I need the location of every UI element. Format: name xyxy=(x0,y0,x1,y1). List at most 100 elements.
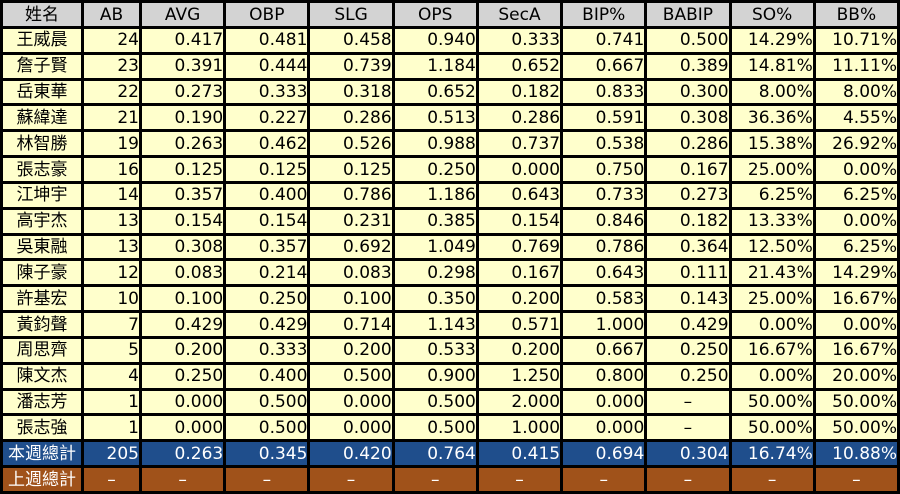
cell-ops: 0.385 xyxy=(394,209,476,233)
cell-babip: – xyxy=(647,468,729,491)
cell-avg: 0.154 xyxy=(142,209,224,233)
cell-slg: – xyxy=(310,468,392,491)
header-obp: OBP xyxy=(226,3,308,26)
table-row: 林智勝 19 0.263 0.462 0.526 0.988 0.737 0.538 0.286… xyxy=(3,132,897,156)
cell-babip: 0.167 xyxy=(647,158,729,181)
table-row: 高宇杰 13 0.154 0.154 0.231 0.385 0.154 0.846 0.182… xyxy=(3,209,897,233)
cell-avg: 0.000 xyxy=(142,390,224,414)
cell-ab: 14 xyxy=(84,183,139,207)
cell-seca: 0.769 xyxy=(478,235,561,259)
cell-bip-pct: – xyxy=(563,468,645,491)
cell-obp: 0.481 xyxy=(226,29,308,52)
cell-name: 上週總計 xyxy=(3,468,81,491)
cell-ops: 1.186 xyxy=(394,183,476,207)
table-row: 王威晨 24 0.417 0.481 0.458 0.940 0.333 0.741 0.500… xyxy=(3,29,897,52)
cell-slg: 0.125 xyxy=(310,158,392,181)
cell-obp: 0.400 xyxy=(226,364,308,388)
cell-slg: 0.000 xyxy=(310,416,392,440)
cell-bip-pct: 0.000 xyxy=(563,390,645,414)
cell-bip-pct: 0.643 xyxy=(563,261,645,285)
cell-slg: 0.083 xyxy=(310,261,392,285)
cell-babip: – xyxy=(647,390,729,414)
cell-seca: – xyxy=(478,468,561,491)
cell-ops: 0.513 xyxy=(394,106,476,130)
cell-obp: – xyxy=(226,468,308,491)
cell-avg: 0.308 xyxy=(142,235,224,259)
cell-ops: 0.652 xyxy=(394,80,476,104)
cell-bip-pct: 0.591 xyxy=(563,106,645,130)
cell-ops: – xyxy=(394,468,476,491)
cell-slg: 0.786 xyxy=(310,183,392,207)
cell-bip-pct: 0.733 xyxy=(563,183,645,207)
cell-obp: 0.333 xyxy=(226,338,308,362)
cell-babip: 0.111 xyxy=(647,261,729,285)
cell-so-pct: 12.50% xyxy=(731,235,813,259)
header-row: 姓名 AB AVG OBP SLG OPS SecA BIP% BABIP SO… xyxy=(3,3,897,26)
cell-bip-pct: 1.000 xyxy=(563,313,645,336)
table-row: 潘志芳 1 0.000 0.500 0.000 0.500 2.000 0.000–50.00… xyxy=(3,390,897,414)
cell-so-pct: 14.81% xyxy=(731,54,813,78)
header-name: 姓名 xyxy=(3,3,81,26)
cell-babip: 0.143 xyxy=(647,287,729,311)
table-row: 陳子豪 12 0.083 0.214 0.083 0.298 0.167 0.643 0.111… xyxy=(3,261,897,285)
cell-ops: 0.500 xyxy=(394,416,476,440)
cell-babip: 0.304 xyxy=(647,442,729,466)
cell-obp: 0.227 xyxy=(226,106,308,130)
cell-bb-pct: 20.00% xyxy=(815,364,897,388)
cell-slg: 0.739 xyxy=(310,54,392,78)
cell-ab: 23 xyxy=(84,54,139,78)
cell-obp: 0.429 xyxy=(226,313,308,336)
table-row: 蘇緯達 21 0.190 0.227 0.286 0.513 0.286 0.591 0.308… xyxy=(3,106,897,130)
cell-ops: 0.250 xyxy=(394,158,476,181)
cell-ops: 1.049 xyxy=(394,235,476,259)
cell-so-pct: 16.74% xyxy=(731,442,813,466)
cell-bb-pct: 4.55% xyxy=(815,106,897,130)
cell-name: 周思齊 xyxy=(3,338,81,362)
header-bb-pct: BB% xyxy=(815,3,897,26)
cell-avg: 0.357 xyxy=(142,183,224,207)
cell-bb-pct: 10.71% xyxy=(815,29,897,52)
cell-name: 高宇杰 xyxy=(3,209,81,233)
cell-bb-pct: 6.25% xyxy=(815,235,897,259)
cell-avg: 0.250 xyxy=(142,364,224,388)
cell-babip: 0.250 xyxy=(647,364,729,388)
cell-slg: 0.318 xyxy=(310,80,392,104)
cell-name: 黃鈞聲 xyxy=(3,313,81,336)
cell-so-pct: 25.00% xyxy=(731,287,813,311)
cell-obp: 0.462 xyxy=(226,132,308,156)
header-bip-pct: BIP% xyxy=(563,3,645,26)
cell-so-pct: 14.29% xyxy=(731,29,813,52)
cell-avg: 0.200 xyxy=(142,338,224,362)
cell-obp: 0.357 xyxy=(226,235,308,259)
header-ops: OPS xyxy=(394,3,476,26)
cell-slg: 0.200 xyxy=(310,338,392,362)
cell-ab: 24 xyxy=(84,29,139,52)
cell-bip-pct: 0.694 xyxy=(563,442,645,466)
cell-bip-pct: 0.846 xyxy=(563,209,645,233)
cell-name: 張志豪 xyxy=(3,158,81,181)
cell-bb-pct: 10.88% xyxy=(815,442,897,466)
cell-bb-pct: 16.67% xyxy=(815,338,897,362)
cell-obp: 0.500 xyxy=(226,390,308,414)
cell-babip: – xyxy=(647,416,729,440)
cell-bip-pct: 0.667 xyxy=(563,338,645,362)
cell-bip-pct: 0.833 xyxy=(563,80,645,104)
cell-seca: 0.652 xyxy=(478,54,561,78)
cell-obp: 0.250 xyxy=(226,287,308,311)
table-row: 許基宏 10 0.100 0.250 0.100 0.350 0.200 0.583 0.143… xyxy=(3,287,897,311)
cell-ab: 22 xyxy=(84,80,139,104)
cell-so-pct: 25.00% xyxy=(731,158,813,181)
cell-ab: 10 xyxy=(84,287,139,311)
table-row: 岳東華 22 0.273 0.333 0.318 0.652 0.182 0.833 0.300… xyxy=(3,80,897,104)
cell-slg: 0.692 xyxy=(310,235,392,259)
header-ab: AB xyxy=(84,3,139,26)
cell-so-pct: 21.43% xyxy=(731,261,813,285)
cell-ops: 0.900 xyxy=(394,364,476,388)
cell-bb-pct: – xyxy=(815,468,897,491)
cell-name: 蘇緯達 xyxy=(3,106,81,130)
cell-obp: 0.500 xyxy=(226,416,308,440)
cell-seca: 0.333 xyxy=(478,29,561,52)
cell-babip: 0.300 xyxy=(647,80,729,104)
cell-ab: 205 xyxy=(84,442,139,466)
